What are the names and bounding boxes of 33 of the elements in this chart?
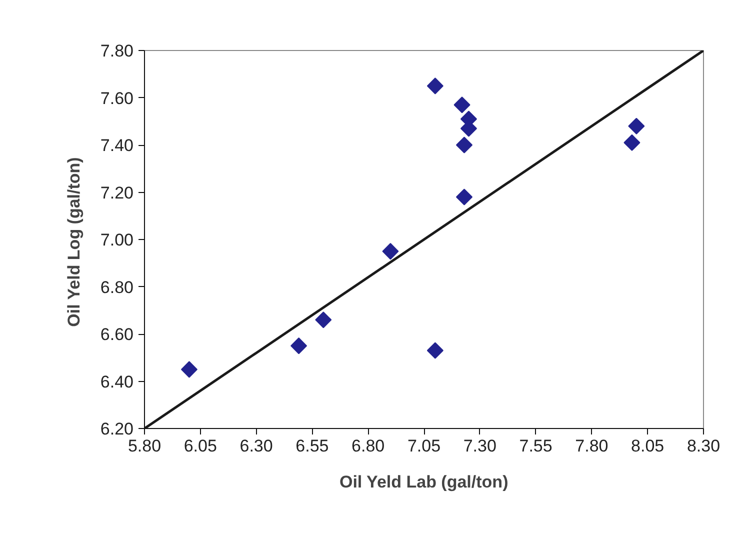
y-tick-label: 6.80 bbox=[100, 278, 134, 297]
point bbox=[426, 342, 444, 359]
x-tick-label: 8.05 bbox=[631, 436, 664, 456]
x-tick-label: 6.55 bbox=[296, 436, 329, 456]
y-tick-label: 7.60 bbox=[100, 88, 134, 108]
x-tick-label: 7.80 bbox=[575, 436, 608, 456]
point bbox=[628, 118, 645, 134]
x-axis-title: Oil Yeld Lab (gal/ton) bbox=[339, 472, 508, 492]
x-tick-label: 7.30 bbox=[463, 436, 496, 456]
y-tick-label: 6.20 bbox=[100, 420, 134, 438]
y-tick-label: 6.60 bbox=[100, 325, 134, 344]
point bbox=[454, 96, 470, 114]
y-tick-label: 7.00 bbox=[100, 230, 134, 250]
point bbox=[180, 361, 198, 378]
y-tick-label: 7.20 bbox=[100, 183, 134, 202]
point bbox=[456, 188, 473, 206]
y-tick-label: 6.40 bbox=[100, 372, 134, 392]
x-tick-label: 6.05 bbox=[184, 436, 217, 456]
point bbox=[290, 338, 308, 354]
x-tick-label: 6.80 bbox=[352, 436, 385, 456]
point bbox=[426, 78, 444, 94]
x-tick-label: 5.80 bbox=[128, 436, 162, 456]
x-tick-label: 8.30 bbox=[686, 436, 720, 456]
x-tick-label: 7.05 bbox=[407, 436, 441, 456]
point bbox=[315, 312, 332, 328]
point bbox=[382, 243, 399, 260]
x-tick-label: 7.55 bbox=[519, 436, 552, 456]
point bbox=[624, 134, 640, 151]
y-tick-label: 7.40 bbox=[100, 136, 134, 155]
y-axis-title: Oil Yeld Log (gal/ton) bbox=[64, 157, 84, 327]
point bbox=[456, 136, 473, 154]
y-tick-label: 7.80 bbox=[100, 42, 134, 60]
x-tick-label: 6.30 bbox=[240, 436, 273, 456]
